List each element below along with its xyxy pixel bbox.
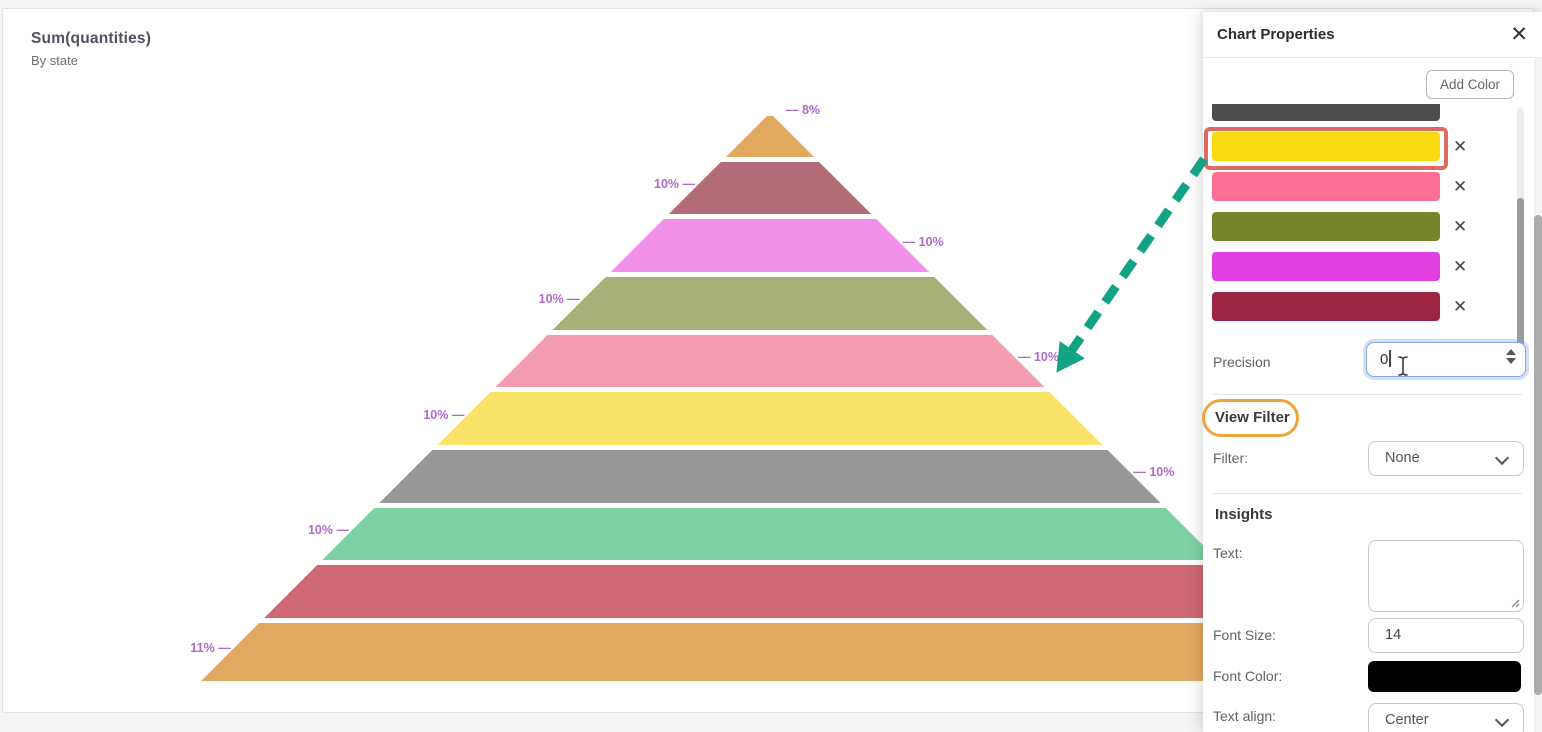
chevron-down-icon xyxy=(1494,712,1510,728)
remove-color-icon[interactable]: ✕ xyxy=(1453,177,1468,196)
view-filter-heading: View Filter xyxy=(1215,409,1290,426)
segment-percent-label: 11% — xyxy=(190,641,231,656)
segment-percent-label: 10% — xyxy=(538,292,580,307)
add-color-button[interactable]: Add Color xyxy=(1425,70,1514,99)
font-size-value: 14 xyxy=(1385,627,1402,643)
precision-label: Precision xyxy=(1213,354,1271,370)
resize-handle-icon[interactable] xyxy=(1508,596,1520,608)
precision-input[interactable]: 0 xyxy=(1366,342,1526,377)
remove-color-icon[interactable]: ✕ xyxy=(1453,297,1468,316)
divider xyxy=(1213,394,1522,395)
font-color-label: Font Color: xyxy=(1213,668,1283,684)
color-swatch-row: ✕ xyxy=(1212,212,1480,241)
panel-title: Chart Properties xyxy=(1217,26,1335,43)
pyramid-segment[interactable] xyxy=(198,392,1342,445)
stepper-up-icon[interactable] xyxy=(1506,349,1516,355)
close-icon[interactable]: ✕ xyxy=(1510,23,1528,46)
remove-color-icon[interactable]: ✕ xyxy=(1453,137,1468,156)
color-swatch[interactable] xyxy=(1212,212,1440,241)
segment-percent-label: — 10% xyxy=(1018,350,1059,364)
remove-color-icon[interactable]: ✕ xyxy=(1453,257,1468,276)
panel-scrollbar-thumb[interactable] xyxy=(1534,215,1542,695)
color-swatch-row: ✕ xyxy=(1212,172,1480,201)
filter-select-value: None xyxy=(1385,450,1420,466)
precision-value: 0 xyxy=(1380,351,1389,368)
swatch-list-scrollbar-thumb[interactable] xyxy=(1517,198,1524,346)
text-align-select[interactable]: Center xyxy=(1368,703,1524,732)
text-caret xyxy=(1389,350,1391,367)
color-swatch-row: ✕ xyxy=(1212,252,1480,281)
color-swatch-row: ✕ xyxy=(1212,292,1480,321)
filter-label: Filter: xyxy=(1213,450,1248,466)
color-swatch[interactable] xyxy=(1212,132,1440,161)
filter-select[interactable]: None xyxy=(1368,441,1524,476)
segment-percent-label: 10% — xyxy=(654,176,696,191)
insights-text-label: Text: xyxy=(1213,545,1243,561)
swatch-list-scrollbar[interactable] xyxy=(1517,108,1524,346)
pyramid-segment[interactable] xyxy=(198,334,1342,388)
segment-percent-label: — 8% xyxy=(786,103,821,117)
text-align-label: Text align: xyxy=(1213,708,1277,724)
insights-text-area[interactable] xyxy=(1368,540,1524,612)
pyramid-segment[interactable] xyxy=(198,623,1342,682)
pyramid-shape xyxy=(198,113,1342,684)
pyramid-segment[interactable] xyxy=(198,565,1342,619)
insights-heading: Insights xyxy=(1215,506,1273,523)
segment-percent-label: — 10% xyxy=(1133,465,1175,480)
color-swatch[interactable] xyxy=(1212,104,1440,121)
pyramid-segment[interactable] xyxy=(198,277,1342,330)
pyramid-segment[interactable] xyxy=(198,161,1342,215)
segment-percent-label: — 10% xyxy=(902,234,944,249)
color-swatch-list: ✕ ✕ ✕ ✕ ✕ ✕ xyxy=(1212,104,1480,348)
text-align-value: Center xyxy=(1385,712,1429,728)
chevron-down-icon xyxy=(1494,450,1510,466)
pyramid-segment[interactable] xyxy=(198,219,1342,272)
segment-percent-label: 10% — xyxy=(307,523,349,538)
remove-color-icon[interactable]: ✕ xyxy=(1453,217,1468,236)
color-swatch[interactable] xyxy=(1212,252,1440,281)
divider xyxy=(1213,493,1522,494)
color-swatch[interactable] xyxy=(1212,172,1440,201)
chart-properties-panel: Chart Properties ✕ Add Color ✕ ✕ ✕ ✕ ✕ ✕ Prec… xyxy=(1203,12,1542,732)
color-swatch-row: ✕ xyxy=(1212,104,1480,121)
stepper-down-icon[interactable] xyxy=(1506,358,1516,364)
chart-title: Sum(quantities) xyxy=(31,30,152,47)
annotation-view-filter-ring xyxy=(1202,399,1299,437)
font-color-swatch[interactable] xyxy=(1368,661,1521,692)
font-size-label: Font Size: xyxy=(1213,627,1277,643)
chart-subtitle: By state xyxy=(31,53,78,68)
font-size-input[interactable]: 14 xyxy=(1368,618,1524,653)
color-swatch[interactable] xyxy=(1212,292,1440,321)
segment-percent-label: 10% — xyxy=(423,407,465,422)
pyramid-segment[interactable] xyxy=(198,507,1342,561)
color-swatch-row: ✕ xyxy=(1212,132,1480,161)
panel-header: Chart Properties ✕ xyxy=(1203,12,1542,58)
pyramid-segment[interactable] xyxy=(198,115,1342,157)
panel-scrollbar[interactable] xyxy=(1534,58,1542,732)
number-stepper[interactable] xyxy=(1506,349,1516,364)
annotation-highlight-box xyxy=(1204,127,1448,170)
